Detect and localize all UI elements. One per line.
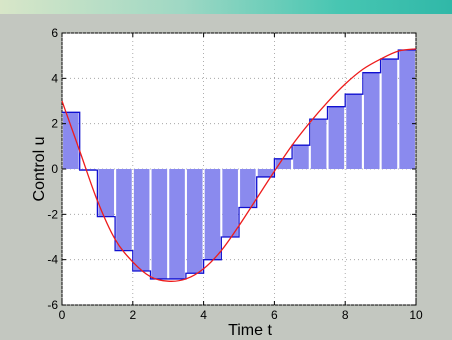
step-layer — [62, 49, 416, 280]
bar — [275, 158, 292, 169]
y-tick-label: 2 — [51, 117, 58, 131]
x-tick-label: 10 — [409, 308, 423, 322]
x-axis-label: Time t — [228, 322, 272, 339]
bar — [346, 94, 362, 169]
bar — [116, 169, 132, 251]
bar — [186, 169, 203, 274]
bar — [169, 169, 185, 279]
step-line — [62, 49, 416, 280]
y-tick-label: -6 — [47, 298, 58, 312]
y-tick-label: 4 — [51, 71, 58, 85]
bar — [310, 119, 327, 169]
bar — [363, 72, 380, 169]
y-tick-label: -4 — [47, 253, 58, 267]
title-strip — [0, 0, 452, 14]
y-tick-label: 6 — [51, 26, 58, 40]
bar — [328, 106, 345, 169]
y-tick-label: 0 — [51, 162, 58, 176]
bar — [293, 145, 309, 169]
bar — [257, 169, 274, 177]
chart: 0 2 4 6 8 10 -6 -4 -2 0 2 4 6 Time t Control u — [31, 26, 423, 339]
y-axis-label: Control u — [31, 137, 48, 202]
bar — [98, 169, 115, 217]
bar — [240, 169, 256, 208]
control-curve — [61, 48, 417, 282]
bar — [222, 169, 238, 237]
x-tick-label: 6 — [271, 308, 278, 322]
bar — [151, 169, 168, 279]
curve-layer — [61, 48, 417, 282]
bar — [133, 169, 150, 271]
bars-layer — [63, 50, 415, 279]
x-tick-label: 8 — [342, 308, 349, 322]
figure-area: 0 2 4 6 8 10 -6 -4 -2 0 2 4 6 Time t Control u — [0, 14, 452, 340]
x-tick-label: 4 — [200, 308, 207, 322]
x-tick-label: 0 — [59, 308, 66, 322]
bar — [399, 50, 415, 169]
x-tick-label: 2 — [129, 308, 136, 322]
ticks-layer: 0 2 4 6 8 10 -6 -4 -2 0 2 4 6 — [47, 26, 423, 322]
bar — [204, 169, 221, 260]
y-tick-label: -2 — [47, 207, 58, 221]
bar — [63, 112, 79, 169]
bar — [381, 59, 398, 169]
